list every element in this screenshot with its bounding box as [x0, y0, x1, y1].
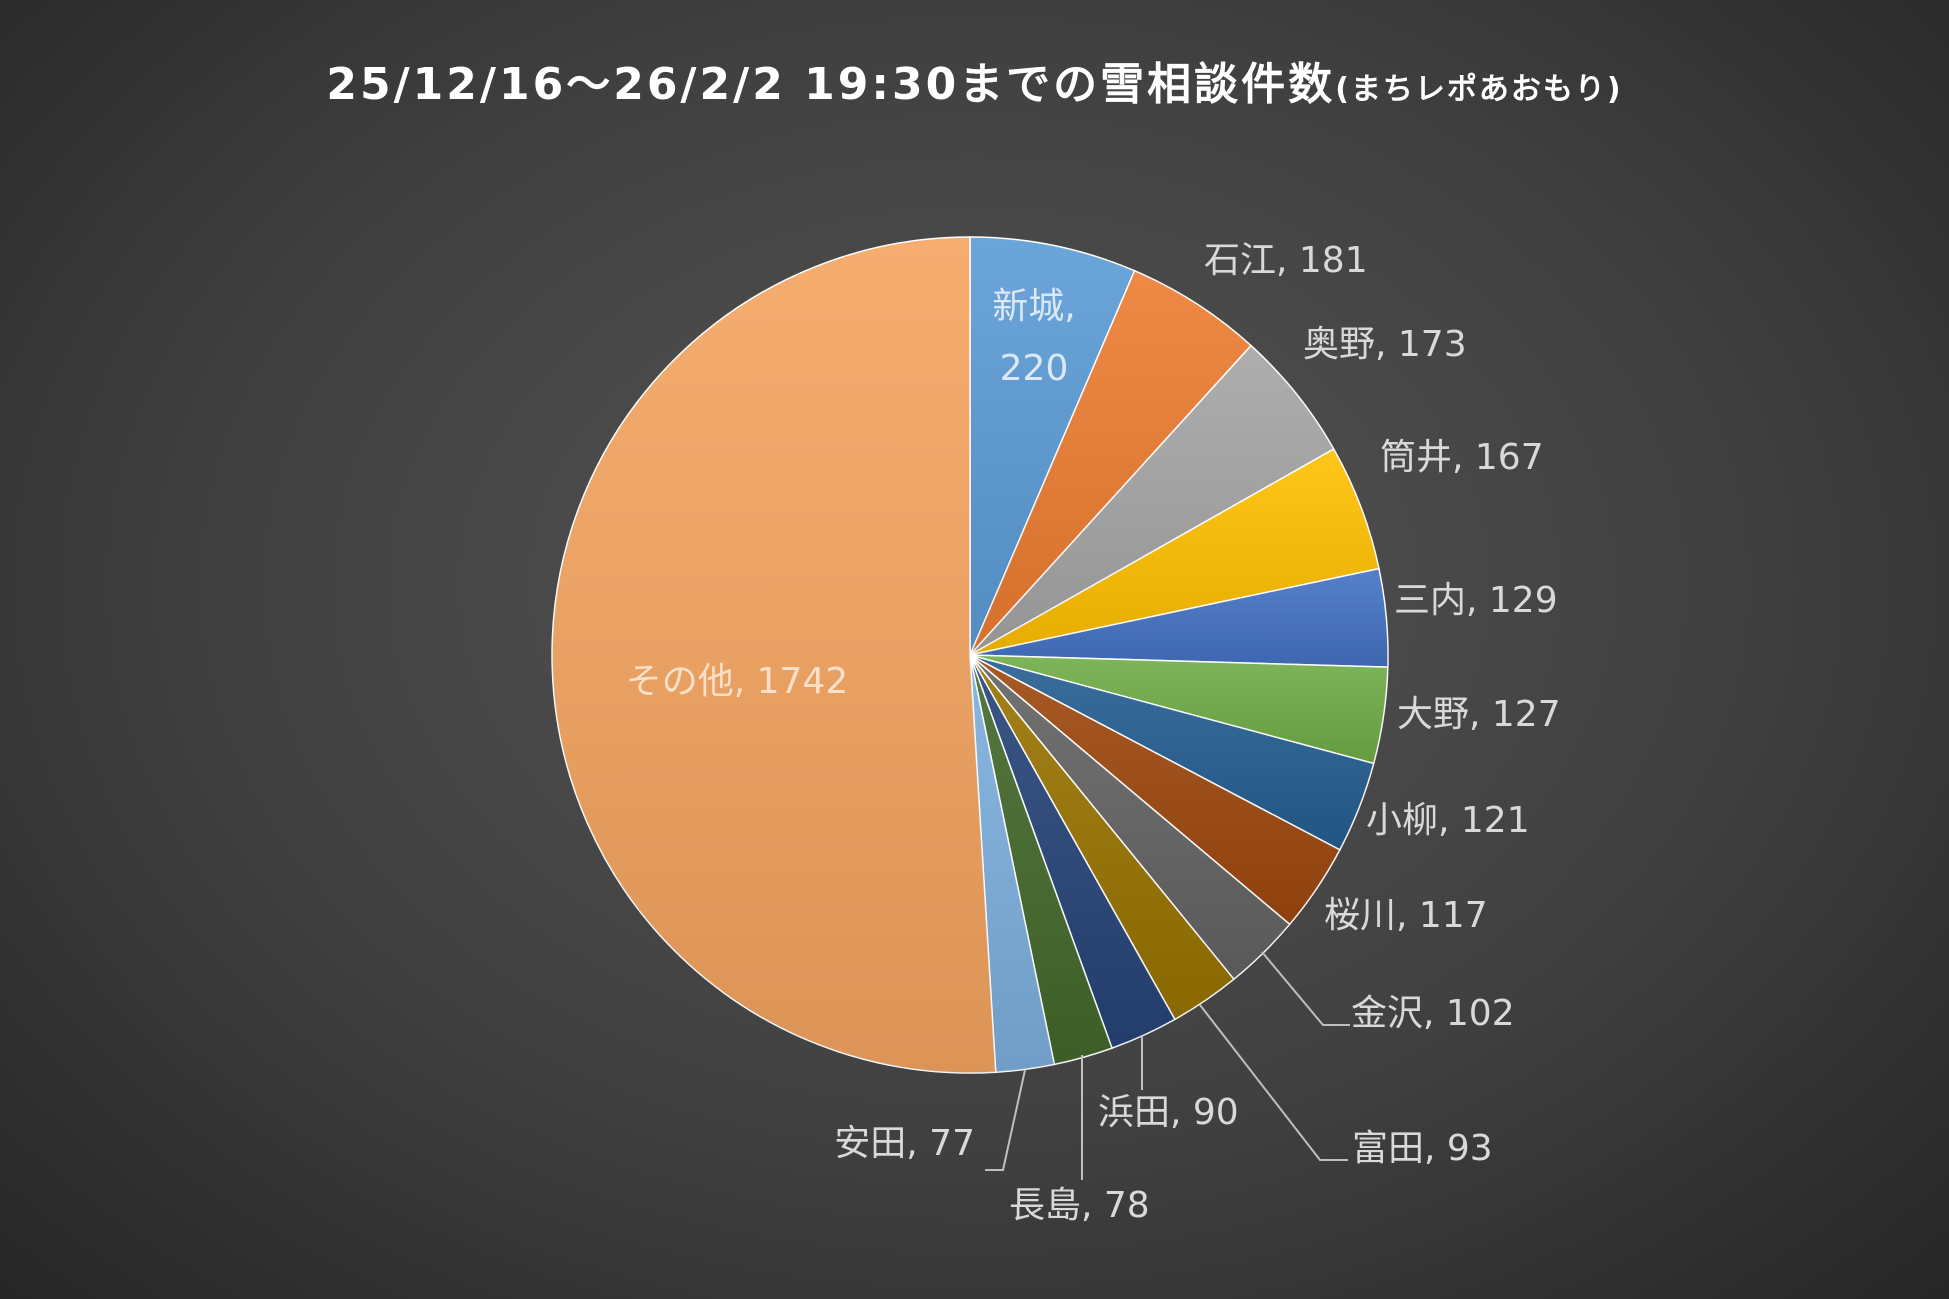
pie-slice-shade-7	[970, 655, 1374, 850]
data-label-7: 小柳, 121	[1366, 800, 1530, 841]
pie-slice-shade-6	[970, 655, 1388, 764]
pie-slice-shade-10	[970, 655, 1234, 1020]
data-label-1-value: 220	[1000, 348, 1069, 389]
pie-slice-shade-1	[970, 237, 1135, 655]
data-label-13: 安田, 77	[834, 1123, 975, 1164]
data-label-10: 富田, 93	[1352, 1128, 1493, 1169]
pie-slice-shade-5	[970, 568, 1388, 668]
leader-line-10	[1199, 1004, 1348, 1161]
data-label-6: 大野, 127	[1397, 694, 1561, 735]
leader-line-9	[1261, 951, 1350, 1026]
data-label-8: 桜川, 117	[1324, 895, 1488, 936]
leader-lines	[985, 951, 1350, 1180]
pie-slice-shade-14	[552, 237, 996, 1073]
pie-slice-shade-11	[970, 655, 1175, 1049]
data-label-3: 奥野, 173	[1303, 324, 1467, 365]
data-label-5: 三内, 129	[1394, 580, 1558, 621]
leader-line-13	[985, 1069, 1026, 1171]
data-label-4: 筒井, 167	[1380, 437, 1544, 478]
pie-slice-shade-8	[970, 655, 1340, 925]
pie-slices	[551, 236, 1389, 1074]
data-label-1-name: 新城,	[992, 286, 1075, 327]
chart-title-main: 25/12/16～26/2/2 19:30までの雪相談件数	[326, 59, 1336, 110]
pie-slice-shade-9	[970, 655, 1290, 980]
data-label-11: 浜田, 90	[1098, 1092, 1239, 1133]
pie-slice-shade-4	[970, 449, 1379, 655]
pie-slice-shade-12	[970, 655, 1112, 1065]
data-label-14: その他, 1742	[626, 661, 849, 702]
pie-slice-shade-3	[970, 345, 1334, 655]
chart-subtitle: (まちレポあおもり)	[1335, 72, 1623, 107]
pie-slice-shade-13	[970, 655, 1055, 1073]
data-label-2: 石江, 181	[1204, 240, 1368, 281]
pie-slice-shade-2	[970, 270, 1252, 655]
data-label-12: 長島, 78	[1009, 1185, 1150, 1226]
data-labels: 新城, 220 石江, 181 奥野, 173 筒井, 167 三内, 129 大野, 12…	[626, 240, 1561, 1226]
chart-title: 25/12/16～26/2/2 19:30までの雪相談件数(まちレポあおもり)	[0, 48, 1949, 112]
data-label-9: 金沢, 102	[1351, 993, 1515, 1034]
